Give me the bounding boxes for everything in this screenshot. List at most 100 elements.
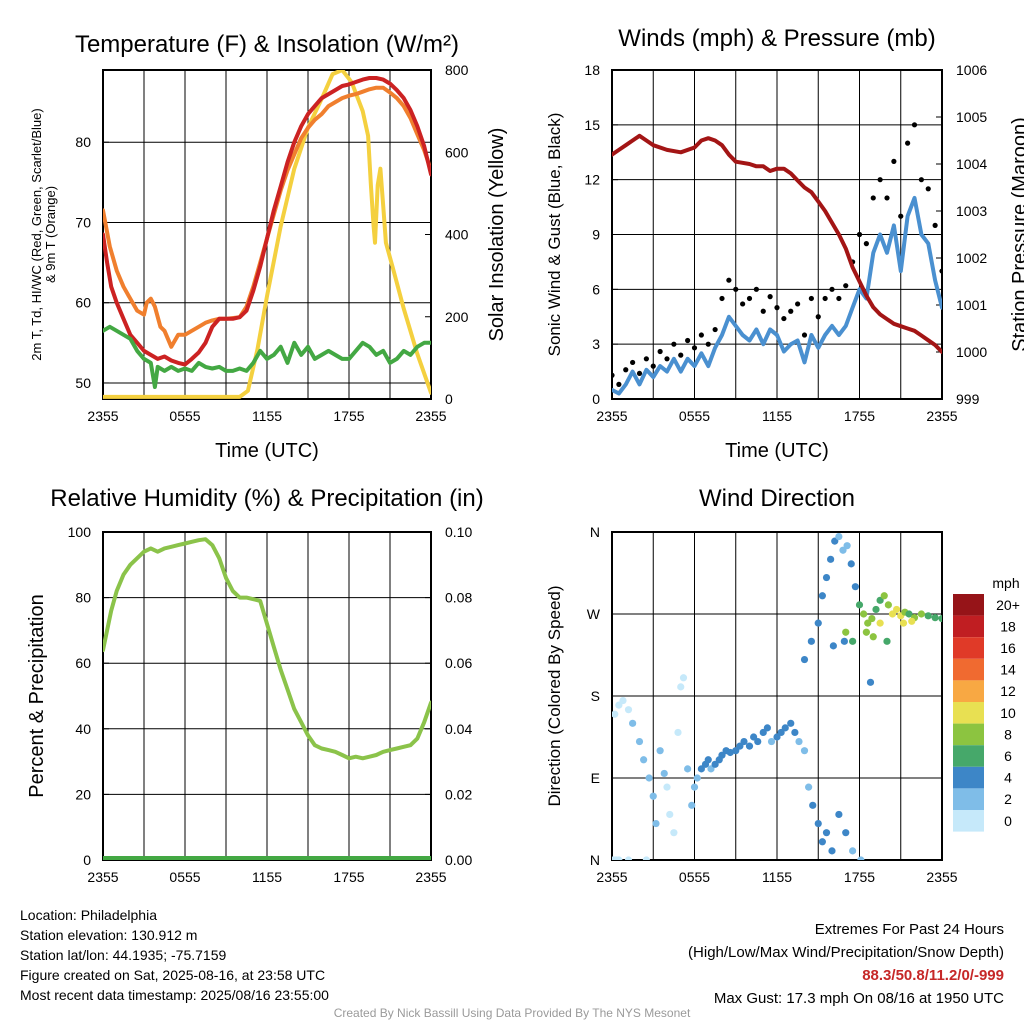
y-axis-label: Sonic Wind & Gust (Blue, Black) bbox=[545, 113, 564, 357]
gust-point bbox=[898, 213, 904, 219]
series-line-1 bbox=[103, 537, 431, 761]
legend-swatch bbox=[953, 702, 984, 724]
legend-label: 10 bbox=[1000, 705, 1016, 721]
direction-point bbox=[707, 765, 715, 773]
direction-point bbox=[876, 596, 884, 604]
direction-point bbox=[690, 783, 699, 791]
y-tick-label: 15 bbox=[584, 117, 600, 133]
y2-tick-label: 0.08 bbox=[445, 590, 472, 606]
y-tick-label: 100 bbox=[68, 524, 92, 540]
direction-point bbox=[736, 742, 744, 750]
y-tick-label: 9 bbox=[592, 227, 600, 243]
gust-point bbox=[643, 356, 649, 362]
chart-title: Relative Humidity (%) & Precipitation (i… bbox=[50, 485, 483, 512]
x-tick-label: 0555 bbox=[169, 869, 200, 885]
latlon-text: Station lat/lon: 44.1935; -75.7159 bbox=[20, 947, 227, 963]
y-axis-label: 2m T, Td, HI/WC (Red, Green, Scarlet/Blu… bbox=[29, 108, 44, 360]
y2-axis-label: Station Pressure (Maroon) bbox=[1009, 117, 1024, 352]
direction-point bbox=[660, 769, 668, 778]
y-tick-label: 3 bbox=[592, 336, 600, 352]
x-tick-label: 1155 bbox=[762, 408, 792, 424]
gust-point bbox=[884, 195, 890, 201]
y2-tick-label: 1006 bbox=[956, 62, 987, 78]
chart-title: Winds (mph) & Pressure (mb) bbox=[618, 25, 935, 52]
extremes-values: 88.3/50.8/11.2/0/-999 bbox=[862, 967, 1004, 984]
direction-point bbox=[839, 546, 847, 554]
gust-point bbox=[650, 363, 656, 369]
x-tick-label: 2355 bbox=[926, 869, 957, 885]
speed-legend: mph 20+ 18 16 14 12 10 8 6 4 2 0 bbox=[953, 575, 1020, 832]
panel-2: 2355 0555 1155 1755 235503691215189991000100… bbox=[545, 25, 1024, 462]
gust-point bbox=[870, 195, 876, 201]
direction-point bbox=[883, 637, 891, 645]
y-axis-label: Direction (Colored By Speed) bbox=[545, 585, 564, 806]
direction-point bbox=[842, 829, 850, 837]
direction-point bbox=[624, 856, 633, 860]
chart-title: Temperature (F) & Insolation (W/m²) bbox=[75, 31, 459, 58]
direction-point bbox=[840, 637, 848, 645]
direction-point bbox=[711, 760, 719, 768]
gust-point bbox=[815, 314, 821, 320]
gust-point bbox=[630, 359, 636, 366]
x-tick-label: 1755 bbox=[844, 408, 875, 424]
y-axis-label: Percent & Precipitation bbox=[26, 594, 48, 797]
y2-tick-label: 1002 bbox=[956, 250, 987, 266]
direction-point bbox=[828, 847, 836, 855]
gust-point bbox=[877, 177, 883, 183]
gust-point bbox=[788, 308, 794, 314]
direction-point bbox=[847, 560, 855, 568]
y-tick-label: 0 bbox=[592, 391, 600, 407]
direction-point bbox=[670, 829, 678, 837]
direction-point bbox=[818, 838, 826, 846]
legend-label: 6 bbox=[1004, 748, 1012, 764]
x-tick-label: 2355 bbox=[87, 408, 118, 424]
gust-point bbox=[801, 332, 808, 338]
direction-point bbox=[908, 617, 916, 625]
direction-point bbox=[791, 728, 799, 737]
chart-title: Wind Direction bbox=[699, 485, 855, 512]
y-tick-label: N bbox=[590, 524, 600, 540]
direction-point bbox=[624, 706, 633, 714]
direction-point bbox=[787, 719, 795, 727]
y2-tick-label: 400 bbox=[445, 227, 469, 243]
direction-point bbox=[635, 737, 644, 746]
plot-area bbox=[612, 532, 942, 860]
plot-frame bbox=[611, 531, 943, 861]
direction-point bbox=[842, 628, 850, 636]
gust-point bbox=[671, 341, 677, 347]
gust-point bbox=[808, 295, 814, 302]
y2-tick-label: 0.06 bbox=[445, 655, 472, 671]
series-line-4 bbox=[103, 324, 431, 389]
direction-point bbox=[924, 612, 932, 620]
direction-point bbox=[612, 710, 619, 718]
y2-tick-label: 600 bbox=[445, 144, 469, 160]
legend-swatch bbox=[953, 723, 984, 746]
direction-point bbox=[767, 737, 776, 746]
gust-point bbox=[664, 356, 670, 362]
y2-tick-label: 1001 bbox=[956, 297, 987, 313]
direction-point bbox=[800, 655, 809, 664]
gust-point bbox=[822, 295, 828, 302]
x-tick-label: 1155 bbox=[252, 408, 282, 424]
y-tick-label: 60 bbox=[75, 655, 91, 671]
y2-tick-label: 1005 bbox=[956, 109, 987, 125]
legend-label: 16 bbox=[1000, 640, 1016, 656]
direction-point bbox=[880, 592, 888, 600]
series-line-1 bbox=[612, 195, 942, 396]
x-axis-label: Time (UTC) bbox=[215, 440, 319, 462]
direction-point bbox=[642, 856, 650, 860]
direction-point bbox=[677, 683, 685, 691]
direction-point bbox=[732, 747, 740, 755]
legend-label: 4 bbox=[1004, 770, 1012, 786]
gust-point bbox=[726, 277, 732, 283]
y-axis-label: & 9m T (Orange) bbox=[43, 186, 58, 283]
legend-label: 18 bbox=[1000, 618, 1016, 634]
y-tick-label: 18 bbox=[584, 62, 600, 78]
gust-point bbox=[911, 122, 918, 128]
gust-point bbox=[836, 295, 842, 302]
plot-area bbox=[103, 537, 431, 860]
legend-label: 8 bbox=[1004, 726, 1012, 742]
gust-point bbox=[843, 283, 849, 289]
x-tick-label: 2355 bbox=[415, 869, 446, 885]
